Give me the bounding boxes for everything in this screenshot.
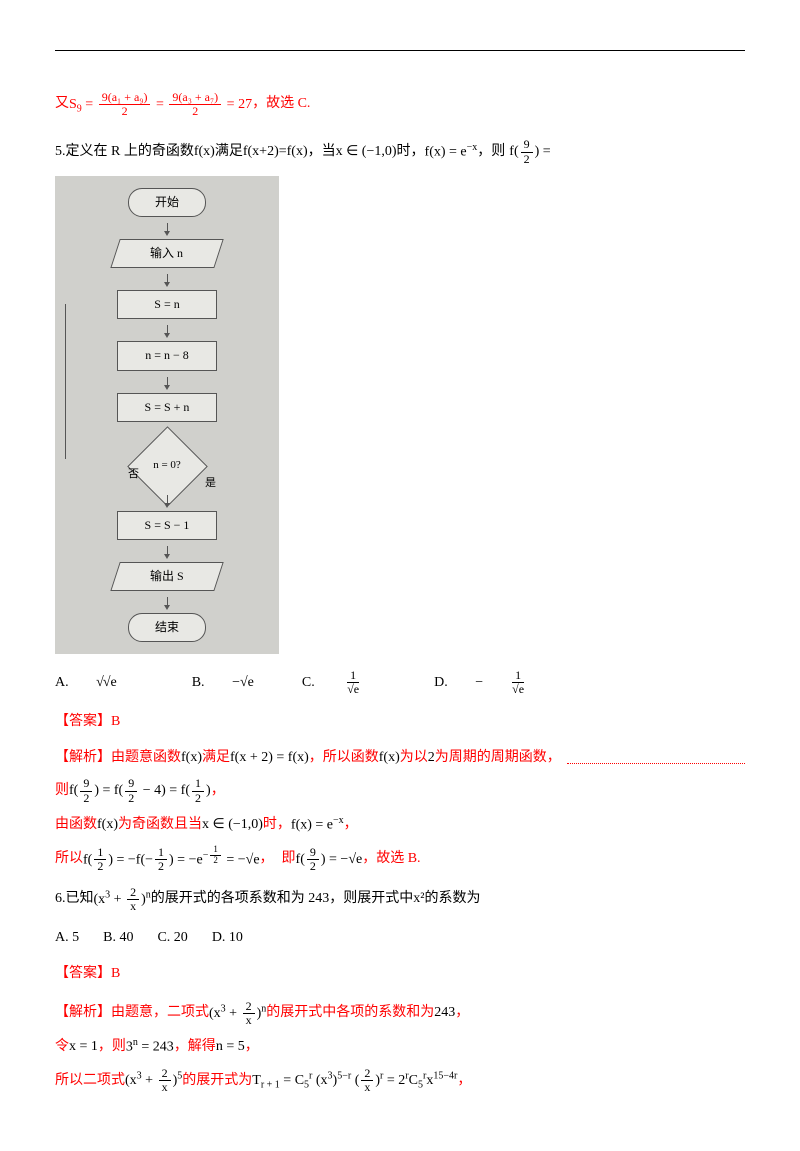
opt-a: A. √e bbox=[55, 672, 168, 694]
q5-options: A. √e B. −√e C. 1√e D. −1√e bbox=[55, 669, 745, 696]
q5-analysis-2: 则 f(92) = f(92 − 4) = f(12) ， bbox=[55, 777, 745, 804]
q5-number: 5. bbox=[55, 141, 66, 163]
fc-b1: S = n bbox=[117, 290, 217, 319]
q6-options: A. 5 B. 40 C. 20 D. 10 bbox=[55, 927, 745, 949]
arrow-icon bbox=[167, 546, 168, 556]
arrow-icon bbox=[167, 597, 168, 607]
cond-no: 否 bbox=[128, 466, 139, 484]
arrow-icon bbox=[167, 223, 168, 233]
opt-d: D. 10 bbox=[212, 927, 243, 949]
fc-start: 开始 bbox=[128, 188, 206, 217]
q6-analysis-1: 【解析】 由题意，二项式 (x3 + 2x)n 的展开式中各项的系数和为 243… bbox=[55, 1000, 745, 1027]
q5-analysis-1: 【解析】 由题意函数 f(x) 满足 f(x + 2) = f(x) ，所以函数… bbox=[55, 747, 745, 769]
opt-c: C. 1√e bbox=[302, 669, 410, 696]
fc-b3: S = S + n bbox=[117, 393, 217, 422]
dotted-fill bbox=[567, 753, 745, 764]
s9-eq: S9 = 9(a₁ + a₉)2 = 9(a₃ + a₇)2 = 27 bbox=[69, 91, 252, 118]
fc-cond: n = 0? 否 是 bbox=[122, 444, 212, 489]
q5-stem: 5. 定义在 R 上的奇函数 f(x) 满足 f(x+2)=f(x) ，当 x … bbox=[55, 138, 745, 165]
q5-answer: 【答案】B bbox=[55, 711, 745, 733]
arrow-icon bbox=[167, 325, 168, 335]
q6-number: 6. bbox=[55, 888, 66, 910]
conclusion-c: ，故选 C. bbox=[252, 93, 310, 115]
page-rule bbox=[55, 50, 745, 51]
fc-output: 输出 S bbox=[110, 562, 223, 591]
opt-b: B. 40 bbox=[103, 927, 133, 949]
q5-analysis-4: 所以 f(12) = −f(−12) = −e−12 = −√e ， 即 f(9… bbox=[55, 845, 745, 874]
fc-input: 输入 n bbox=[110, 239, 223, 268]
flowchart: 开始 输入 n S = n n = n − 8 S = S + n n = 0?… bbox=[55, 176, 279, 655]
q6-analysis-2: 令 x = 1 ，则 3n = 243 ，解得 n = 5 ， bbox=[55, 1035, 745, 1059]
q6-answer: 【答案】B bbox=[55, 963, 745, 985]
you-prefix: 又 bbox=[55, 93, 69, 115]
cond-yes: 是 bbox=[205, 475, 216, 493]
opt-d: D. −1√e bbox=[434, 669, 575, 696]
arrow-icon bbox=[167, 274, 168, 284]
fc-b2: n = n − 8 bbox=[117, 341, 217, 370]
arrow-icon bbox=[167, 495, 168, 505]
loop-line bbox=[65, 304, 66, 460]
q6-analysis-3: 所以二项式 (x3 + 2x)5 的展开式为 Tr + 1 = C5r (x3)… bbox=[55, 1067, 745, 1094]
fc-b4: S = S − 1 bbox=[117, 511, 217, 540]
opt-b: B. −√e bbox=[192, 672, 278, 694]
fc-end: 结束 bbox=[128, 613, 206, 642]
q5-analysis-3: 由函数 f(x) 为奇函数且当 x ∈ (−1,0) 时， f(x) = e−x… bbox=[55, 813, 745, 837]
opt-c: C. 20 bbox=[157, 927, 187, 949]
opt-a: A. 5 bbox=[55, 927, 79, 949]
arrow-icon bbox=[167, 377, 168, 387]
prev-conclusion: 又 S9 = 9(a₁ + a₉)2 = 9(a₃ + a₇)2 = 27 ，故… bbox=[55, 91, 745, 118]
q6-stem: 6. 已知 (x3 + 2x)n 的展开式的各项系数和为 243，则展开式中 x… bbox=[55, 886, 745, 913]
